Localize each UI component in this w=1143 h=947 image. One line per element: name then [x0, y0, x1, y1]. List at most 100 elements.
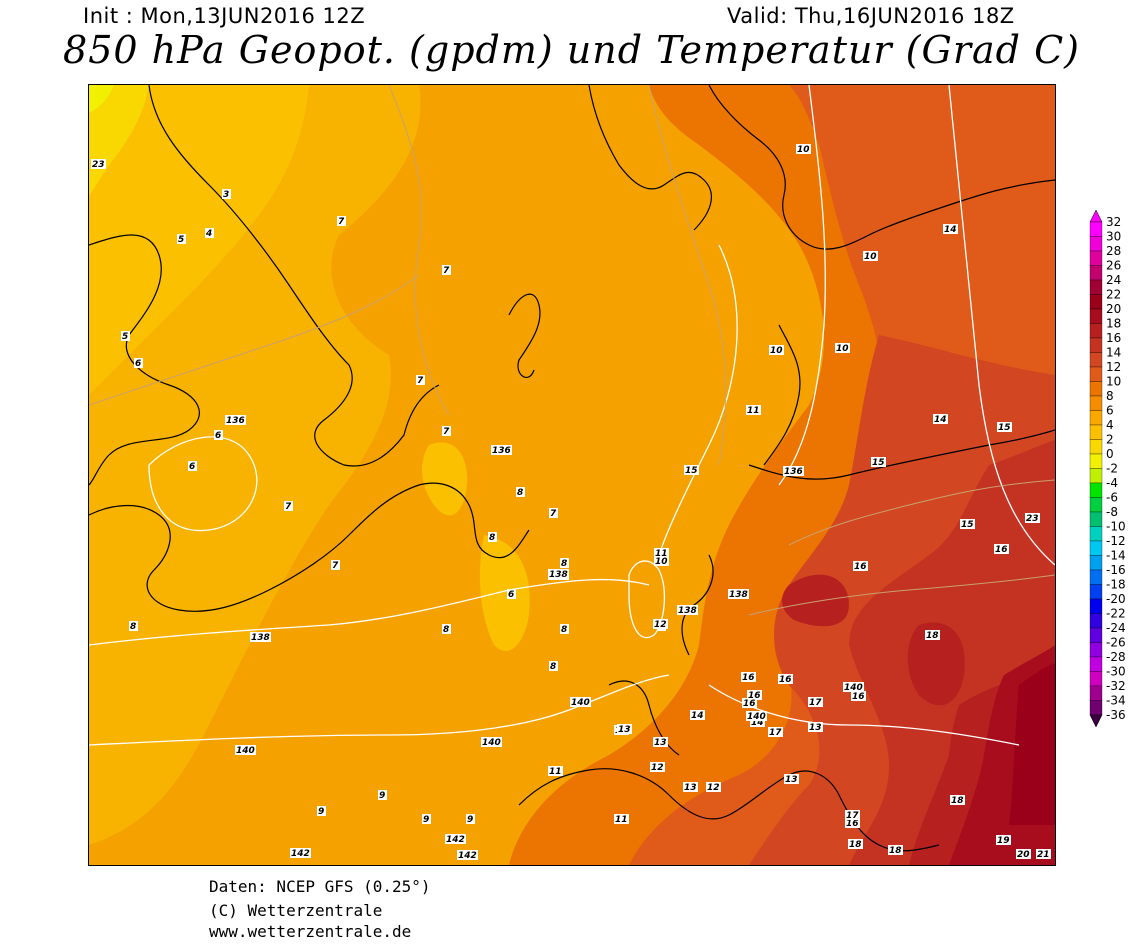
temperature-label: 18: [888, 845, 903, 856]
legend-swatch: [1089, 279, 1103, 295]
svg-text:14: 14: [934, 415, 947, 425]
legend-swatch: [1089, 584, 1103, 600]
weather-map[interactable]: 2345567776677767888888899999101010101111…: [88, 84, 1056, 866]
field-0-2: [89, 85, 114, 113]
temperature-label: 9: [466, 814, 475, 825]
legend-swatch: [1089, 468, 1103, 484]
legend-value: 30: [1106, 230, 1121, 244]
svg-text:6: 6: [508, 590, 514, 600]
svg-text:6: 6: [215, 431, 221, 441]
svg-text:18: 18: [926, 631, 939, 641]
temperature-label: 7: [284, 501, 293, 512]
temperature-label: 7: [442, 426, 451, 437]
svg-text:11: 11: [615, 815, 628, 825]
legend-value: -32: [1106, 679, 1126, 693]
website-link[interactable]: www.wetterzentrale.de: [209, 922, 412, 941]
temperature-label: 18: [848, 839, 863, 850]
legend-value: -2: [1106, 462, 1118, 476]
field-18-20-b: [907, 622, 965, 706]
legend-value: -6: [1106, 491, 1118, 505]
svg-text:9: 9: [467, 815, 473, 825]
svg-text:7: 7: [332, 561, 339, 571]
legend-value: -24: [1106, 621, 1126, 635]
svg-text:18: 18: [849, 840, 862, 850]
legend-swatch: [1089, 569, 1103, 585]
legend-swatch: [1089, 337, 1103, 353]
svg-text:8: 8: [561, 559, 567, 569]
svg-text:18: 18: [951, 796, 964, 806]
svg-text:7: 7: [550, 509, 557, 519]
geopotential-label: 140: [570, 697, 591, 708]
temperature-label: 14: [943, 224, 958, 235]
svg-text:8: 8: [550, 662, 556, 672]
svg-text:10: 10: [770, 346, 783, 356]
temperature-label: 7: [416, 375, 425, 386]
geopotential-label: 142: [445, 834, 466, 845]
svg-text:13: 13: [654, 738, 667, 748]
temperature-label: 8: [549, 661, 558, 672]
svg-text:136: 136: [492, 446, 511, 456]
svg-text:6: 6: [135, 359, 141, 369]
legend-swatch: [1089, 366, 1103, 382]
svg-text:138: 138: [251, 633, 270, 643]
temperature-label: 8: [488, 532, 497, 543]
temperature-label: 8: [516, 487, 525, 498]
svg-text:13: 13: [809, 723, 822, 733]
svg-text:12: 12: [707, 783, 720, 793]
legend-top-arrow: [1089, 209, 1103, 223]
legend-value: -4: [1106, 476, 1118, 490]
temperature-label: 10: [835, 343, 850, 354]
field-4-6: [89, 85, 309, 395]
svg-text:138: 138: [729, 590, 748, 600]
temperature-label: 6: [134, 358, 143, 369]
legend-value: -16: [1106, 563, 1126, 577]
temperature-field: 2345567776677767888888899999101010101111…: [89, 85, 1055, 865]
legend-swatch: [1089, 671, 1103, 687]
legend-value: 8: [1106, 389, 1114, 403]
legend-value: 20: [1106, 302, 1121, 316]
legend-value: 32: [1106, 215, 1121, 229]
temperature-label: 15: [684, 465, 699, 476]
legend-swatch: [1089, 381, 1103, 397]
temperature-label: 20: [1016, 849, 1031, 860]
geopotential-label: 138: [728, 589, 749, 600]
legend-value: -36: [1106, 708, 1126, 722]
geopotential-contours: [89, 85, 1055, 746]
temperature-label: 7: [442, 265, 451, 276]
legend-swatch: [1089, 453, 1103, 469]
legend-bar: 32302826242220181614121086420-2-4-6-8-10…: [1089, 209, 1126, 728]
temperature-legend: 32 30 28 26 24 22 20 18 16 14 12 10 8 6 4 2 0 -2 -4 -6 -8 -10…: [1087, 208, 1143, 748]
svg-text:7: 7: [443, 266, 450, 276]
temperature-label: 6: [507, 589, 516, 600]
legend-value: -10: [1106, 520, 1126, 534]
svg-text:8: 8: [517, 488, 523, 498]
temperature-label: 9: [422, 814, 431, 825]
svg-text:13: 13: [785, 775, 798, 785]
temperature-label: 16: [742, 698, 757, 709]
field-6-8-patch: [422, 442, 468, 516]
svg-text:4: 4: [205, 229, 212, 239]
geopotential-label: 140: [746, 711, 767, 722]
temperature-label: 15: [960, 519, 975, 530]
svg-text:15: 15: [685, 466, 698, 476]
data-source-credit: Daten: NCEP GFS (0.25°): [209, 877, 431, 896]
svg-text:6: 6: [189, 462, 195, 472]
legend-swatch: [1089, 323, 1103, 339]
temperature-label: 14: [933, 414, 948, 425]
temperature-label: 8: [560, 558, 569, 569]
legend-swatch: [1089, 642, 1103, 658]
coastlines: [89, 85, 1055, 852]
temperature-label: 15: [997, 422, 1012, 433]
temperature-label: 14: [750, 717, 765, 728]
temperature-label: 16: [778, 674, 793, 685]
legend-swatch: [1089, 700, 1103, 716]
svg-text:5: 5: [178, 235, 184, 245]
svg-text:17: 17: [809, 698, 822, 708]
legend-value: -8: [1106, 505, 1118, 519]
legend-swatch: [1089, 685, 1103, 701]
geopotential-label: 136: [783, 466, 804, 477]
svg-text:9: 9: [318, 807, 324, 817]
temperature-label: 6: [214, 430, 223, 441]
temperature-label: 13: [683, 782, 698, 793]
svg-text:8: 8: [130, 622, 136, 632]
